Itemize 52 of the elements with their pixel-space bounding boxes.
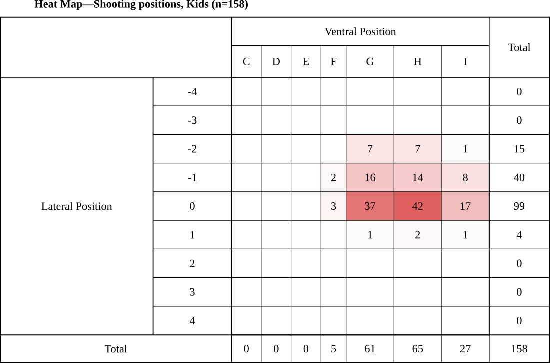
y2-tick-label: 15 bbox=[514, 145, 525, 153]
text: 158 bbox=[512, 345, 528, 353]
y-tick-label: 2 bbox=[190, 260, 195, 268]
data-label: 1 bbox=[368, 231, 372, 239]
text: 27 bbox=[460, 345, 471, 353]
y2-tick-label: 0 bbox=[517, 316, 522, 325]
text: 0 bbox=[274, 345, 279, 353]
x-tick-label: G bbox=[366, 58, 374, 66]
x-tick-label: C bbox=[243, 58, 250, 66]
x-tick-label: D bbox=[272, 58, 280, 66]
y2-tick-label: 0 bbox=[517, 116, 522, 124]
data-label: 2 bbox=[416, 231, 420, 239]
y2-tick-label: 0 bbox=[517, 260, 522, 268]
y-tick-label: 3 bbox=[190, 288, 195, 296]
data-label: 2 bbox=[331, 174, 336, 182]
y-tick-label: -3 bbox=[188, 116, 197, 124]
text: 5 bbox=[332, 345, 336, 353]
y2-axis-title: Total bbox=[508, 43, 531, 52]
y-tick-label: 1 bbox=[190, 231, 195, 239]
data-label: 8 bbox=[463, 174, 468, 182]
text: 61 bbox=[365, 345, 376, 353]
x-axis-title: Ventral Position bbox=[324, 28, 396, 36]
text: Lateral Position bbox=[42, 202, 112, 210]
x-tick-label: I bbox=[464, 58, 468, 66]
text: 0 bbox=[304, 345, 309, 353]
y-tick-label: 4 bbox=[190, 317, 196, 324]
data-label: 7 bbox=[416, 145, 420, 153]
x-tick-label: F bbox=[330, 58, 336, 66]
data-label: 37 bbox=[365, 202, 376, 210]
data-label: 3 bbox=[332, 202, 336, 210]
y2-tick-label: 40 bbox=[514, 174, 525, 182]
text: Total bbox=[104, 344, 128, 353]
x-tick-label: E bbox=[303, 58, 310, 66]
y2-tick-label: 0 bbox=[517, 88, 522, 96]
y2-tick-label: 0 bbox=[517, 288, 522, 296]
text: 65 bbox=[412, 345, 424, 353]
x-tick-label: H bbox=[414, 58, 422, 66]
y-tick-label: -4 bbox=[188, 88, 197, 96]
data-label: 1 bbox=[464, 145, 468, 153]
text: 0 bbox=[244, 345, 249, 353]
data-label: 16 bbox=[366, 174, 376, 182]
text: Heat Map—Shooting positions, Kids (n=158) bbox=[34, 0, 248, 10]
y2-tick-label: 99 bbox=[514, 202, 525, 210]
y-tick-label: 0 bbox=[190, 202, 195, 210]
y-tick-label: -2 bbox=[188, 145, 197, 153]
data-label: 17 bbox=[460, 202, 471, 210]
data-label: 1 bbox=[464, 231, 468, 239]
y2-tick-label: 4 bbox=[516, 231, 522, 239]
y-tick-label: -1 bbox=[188, 174, 196, 182]
data-label: 42 bbox=[412, 202, 423, 210]
data-label: 7 bbox=[368, 145, 373, 153]
data-label: 14 bbox=[413, 174, 424, 182]
